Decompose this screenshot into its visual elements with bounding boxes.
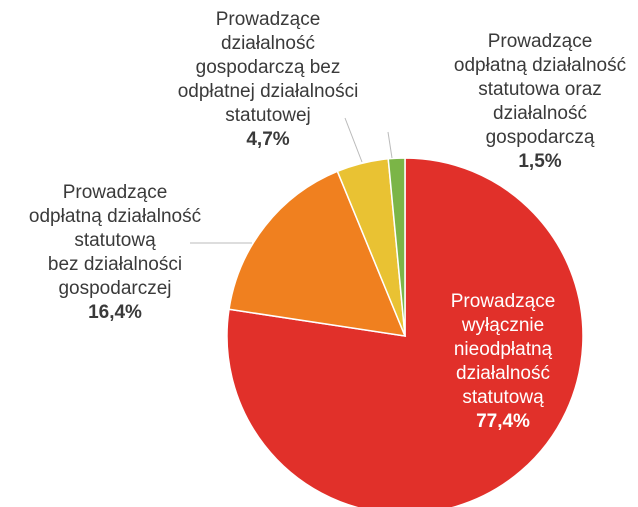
pie-slice	[228, 170, 407, 337]
pie-slice	[387, 157, 406, 337]
leader-line	[387, 131, 393, 159]
value-label: 1,5%	[518, 151, 561, 172]
slice-label: Prowadzące	[488, 31, 593, 52]
slice-label: Prowadzące	[216, 9, 321, 30]
slice-label: bez działalności	[48, 254, 182, 275]
slice-label: odpłatną działalność	[454, 55, 626, 76]
slice-label: Prowadzące	[451, 291, 556, 312]
value-label: 77,4%	[476, 411, 530, 432]
slice-label: odpłatną działalność	[29, 206, 201, 227]
slice-label: wyłącznie	[461, 315, 544, 336]
slice-label: nieodpłatną	[454, 339, 553, 360]
slice-label: gospodarczej	[58, 278, 171, 299]
slice-label: działalność	[493, 103, 587, 124]
value-label: 4,7%	[246, 129, 289, 150]
slice-label: statutowej	[225, 105, 311, 126]
slice-label: statutową	[74, 230, 156, 251]
slice-label: Prowadzące	[63, 182, 168, 203]
slice-label: statutowa oraz	[478, 79, 602, 100]
value-label: 16,4%	[88, 302, 142, 323]
slice-label: gospodarczą bez	[196, 57, 341, 78]
slice-label: gospodarczą	[486, 127, 595, 148]
slice-label: statutową	[462, 387, 544, 408]
leader-line	[344, 117, 363, 163]
slice-label: działalność	[456, 363, 550, 384]
slice-label: działalność	[221, 33, 315, 54]
slice-label: odpłatnej działalności	[178, 81, 359, 102]
